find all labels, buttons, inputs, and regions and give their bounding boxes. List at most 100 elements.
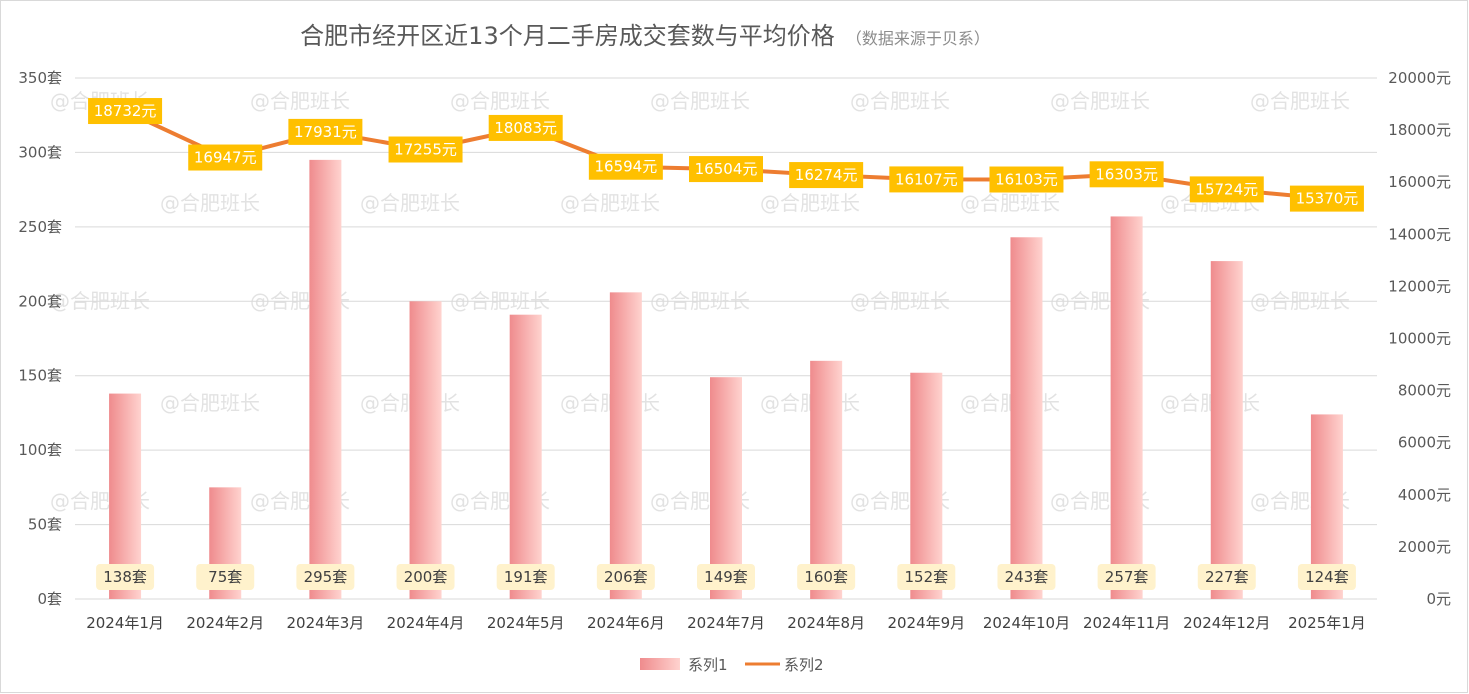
line-data-label: 17255元 xyxy=(394,141,457,159)
x-axis: 2024年1月 2024年2月 2024年3月 2024年4月 2024年5月 2024年… xyxy=(86,614,1366,632)
x-tick-label: 2024年4月 xyxy=(387,614,465,632)
chart-subtitle: （数据来源于贝系） xyxy=(846,29,990,48)
line-data-label: 18083元 xyxy=(494,119,557,137)
y-right-tick-label: 10000元 xyxy=(1388,330,1451,348)
line-series: 18732元 16947元 17931元 17255元 18083元 16594元 1650… xyxy=(88,98,1364,212)
y-right-tick-label: 0元 xyxy=(1426,590,1451,608)
bar-label-box xyxy=(1297,564,1356,590)
y-left-tick-label: 250套 xyxy=(18,218,62,236)
x-tick-label: 2024年12月 xyxy=(1183,614,1270,632)
line-label-box xyxy=(88,98,163,125)
y-left-tick-label: 200套 xyxy=(18,292,62,310)
bar-label-box xyxy=(496,564,555,590)
y-right-tick-label: 2000元 xyxy=(1398,538,1451,556)
bar-data-label: 152套 xyxy=(904,568,948,586)
bar-data-label: 160套 xyxy=(804,568,848,586)
watermark-text: @合肥班长 xyxy=(560,191,660,215)
y-left-tick-label: 0套 xyxy=(37,590,62,608)
bar-label-box xyxy=(396,564,455,590)
y-right-tick-label: 20000元 xyxy=(1388,69,1451,87)
line-data-label: 17931元 xyxy=(294,123,357,141)
bar-label-box xyxy=(196,564,255,590)
y-left-tick-label: 350套 xyxy=(18,69,62,87)
line-data-label: 16274元 xyxy=(795,166,858,184)
line-data-label: 16303元 xyxy=(1095,165,1158,183)
line-label-box xyxy=(1289,185,1364,212)
watermark-text: @合肥班长 xyxy=(850,89,950,113)
y-right-tick-label: 4000元 xyxy=(1398,486,1451,504)
bar-series: 138套 75套 295套 200套 191套 206套 149套 160套 152套 243套 2… xyxy=(96,159,1356,600)
bar-data-label: 200套 xyxy=(404,568,448,586)
watermark-text: @合肥班长 xyxy=(450,89,550,113)
watermark-text: @合肥班长 xyxy=(1050,89,1150,113)
legend-label-series2: 系列2 xyxy=(784,656,824,674)
bar xyxy=(910,372,943,599)
legend: 系列1 系列2 xyxy=(640,656,824,674)
line-data-label: 16947元 xyxy=(194,149,257,167)
line-label-box xyxy=(588,153,663,180)
bar-label-box xyxy=(96,564,155,590)
y-left-tick-label: 150套 xyxy=(18,367,62,385)
bar xyxy=(710,377,742,599)
watermark-text: @合肥班长 xyxy=(250,89,350,113)
watermark-text: @合肥班长 xyxy=(650,89,750,113)
x-tick-label: 2024年8月 xyxy=(787,614,865,632)
bar-data-label: 243套 xyxy=(1005,568,1049,586)
y-axis-left: 0套 50套 100套 150套 200套 250套 300套 350套 xyxy=(18,69,62,608)
line-label-box xyxy=(989,166,1064,193)
line-label-box xyxy=(1089,161,1164,188)
x-tick-label: 2024年5月 xyxy=(487,614,565,632)
y-left-tick-label: 300套 xyxy=(18,143,62,161)
bar-label-box xyxy=(296,564,355,590)
watermark-text: @合肥班长 xyxy=(160,391,260,415)
line-data-label: 15724元 xyxy=(1195,180,1258,198)
watermark-text: @合肥班长 xyxy=(760,391,860,415)
watermark-text: @合肥班长 xyxy=(1160,391,1260,415)
y-right-tick-label: 14000元 xyxy=(1388,225,1451,243)
bar xyxy=(1210,261,1243,599)
x-tick-label: 2024年9月 xyxy=(887,614,965,632)
bar-data-label: 75套 xyxy=(208,568,242,586)
line-label-box xyxy=(889,166,964,193)
y-right-tick-label: 8000元 xyxy=(1398,382,1451,400)
y-right-tick-label: 18000元 xyxy=(1388,121,1451,139)
bar-data-label: 124套 xyxy=(1305,568,1349,586)
watermark-text: @合肥班长 xyxy=(960,391,1060,415)
watermark-text: @合肥班长 xyxy=(1250,89,1350,113)
legend-bar-swatch xyxy=(640,658,680,670)
x-tick-label: 2024年7月 xyxy=(687,614,765,632)
line-label-box xyxy=(1189,176,1264,203)
watermark-text: @合肥班长 xyxy=(960,191,1060,215)
line-label-box xyxy=(789,162,864,189)
chart-title: 合肥市经开区近13个月二手房成交套数与平均价格 （数据来源于贝系） xyxy=(300,22,990,50)
line-data-label: 16504元 xyxy=(695,160,758,178)
legend-label-series1: 系列1 xyxy=(688,656,728,674)
bar-data-label: 227套 xyxy=(1205,568,1249,586)
x-tick-label: 2024年10月 xyxy=(983,614,1070,632)
y-axis-right: 0元 2000元 4000元 6000元 8000元 10000元 12000元 14000元… xyxy=(1388,69,1451,608)
bar xyxy=(810,360,843,599)
line-data-label: 16107元 xyxy=(895,170,958,188)
y-right-tick-label: 12000元 xyxy=(1388,277,1451,295)
y-left-tick-label: 100套 xyxy=(18,441,62,459)
y-right-tick-label: 6000元 xyxy=(1398,434,1451,452)
x-tick-label: 2024年1月 xyxy=(86,614,164,632)
bar xyxy=(1010,237,1043,599)
x-tick-label: 2024年2月 xyxy=(186,614,264,632)
line-label-box xyxy=(288,118,363,145)
bar-data-label: 206套 xyxy=(604,568,648,586)
bar-data-label: 191套 xyxy=(504,568,548,586)
x-tick-label: 2024年6月 xyxy=(587,614,665,632)
bar-data-label: 149套 xyxy=(704,568,748,586)
bar-data-label: 295套 xyxy=(304,568,348,586)
line-label-box xyxy=(388,136,463,163)
line-label-box xyxy=(689,156,763,183)
bar-data-label: 138套 xyxy=(103,568,147,586)
gridlines xyxy=(75,77,1377,600)
bar xyxy=(1110,216,1143,600)
line-label-box xyxy=(188,144,263,171)
y-left-tick-label: 50套 xyxy=(28,516,62,534)
x-tick-label: 2024年11月 xyxy=(1083,614,1170,632)
